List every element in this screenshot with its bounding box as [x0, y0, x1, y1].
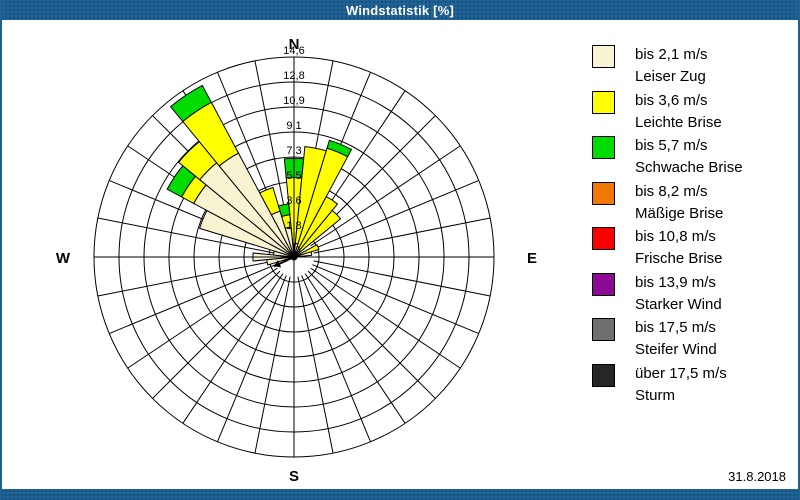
compass-label-s: S [289, 468, 299, 485]
legend-row: bis 10,8 m/s Frische Brise [592, 226, 792, 272]
wind-rose-chart: 1,8 3,6 5,5 7,3 9,1 10,9 12,8 14,6N E S W [56, 36, 537, 485]
legend-swatch-frische-brise [592, 227, 615, 250]
wind-bar-segment-schwache_brise [326, 139, 353, 158]
grid-spoke [254, 276, 291, 454]
legend-name-label: Schwache Brise [635, 159, 743, 176]
legend-swatch-steifer-wind [592, 318, 615, 341]
grid-spoke [313, 217, 491, 254]
legend-speed-label: über 17,5 m/s [635, 364, 727, 382]
ring-label: 3,6 [286, 195, 301, 207]
legend-speed-label: bis 8,2 m/s [635, 182, 708, 200]
grid-spoke [109, 264, 276, 334]
legend-name-label: Leichte Brise [635, 113, 722, 131]
center-dot [290, 253, 298, 261]
ring-label: 12,8 [283, 70, 304, 82]
legend-swatch-leiser-zug [592, 45, 615, 68]
legend-row: bis 8,2 m/s Mäßige Brise [592, 181, 792, 227]
grid-spoke [313, 260, 491, 297]
legend-row: bis 17,5 m/s Steifer Wind [592, 317, 792, 363]
wind-bar-segment-leiser_zug [293, 251, 313, 258]
legend-swatch-maessige-brise [592, 181, 615, 205]
compass-label-w: W [56, 250, 71, 267]
wind-bar-segment-schwache_brise [169, 84, 213, 123]
center-arrow-head [274, 260, 282, 268]
ring-label: 1,8 [286, 220, 301, 232]
legend-speed-label: bis 10,8 m/s [635, 228, 716, 245]
legend: bis 2,1 m/s Leiser Zug bis 3,6 m/s Leich… [592, 44, 792, 408]
legend-row: bis 5,7 m/s Schwache Brise [592, 135, 792, 181]
legend-speed-label: bis 2,1 m/s [635, 46, 708, 63]
grid-spoke [310, 267, 461, 369]
legend-speed-label: bis 13,9 m/s [635, 273, 716, 291]
grid-spoke [217, 275, 287, 442]
grid-spoke [97, 217, 275, 254]
legend-name-label: Mäßige Brise [635, 204, 724, 222]
legend-swatch-schwache-brise [592, 136, 615, 159]
grid-spoke [307, 270, 436, 399]
legend-speed-label: bis 5,7 m/s [635, 137, 708, 154]
grid-spoke [304, 273, 406, 424]
ring-label: 5,5 [286, 170, 301, 182]
legend-row: bis 13,9 m/s Starker Wind [592, 272, 792, 318]
date-label: 31.8.2018 [728, 469, 786, 484]
legend-row: über 17,5 m/s Sturm [592, 363, 792, 409]
legend-row: bis 3,6 m/s Leichte Brise [592, 90, 792, 136]
legend-swatch-starker-wind [592, 272, 615, 296]
grid-spoke [97, 260, 275, 297]
compass-label-n: N [289, 36, 300, 53]
bottom-bar [2, 489, 798, 500]
grid-spoke [301, 275, 371, 442]
ring-label: 10,9 [283, 95, 304, 107]
ring-label: 14,6 [283, 45, 304, 57]
wind-bar-segment-schwache_brise [277, 203, 291, 217]
grid-spoke [297, 276, 334, 454]
window-title: Windstatistik [%] [345, 2, 454, 18]
legend-name-label: Sturm [635, 386, 676, 404]
wind-bar-segment-leichte_brise [298, 209, 342, 253]
legend-name-label: Frische Brise [635, 250, 723, 267]
grid-spoke [182, 273, 284, 424]
grid-spoke [310, 145, 461, 247]
ring-label: 7,3 [286, 145, 301, 157]
legend-swatch-leichte-brise [592, 90, 615, 114]
ring-label: 9,1 [286, 120, 301, 132]
legend-row: bis 2,1 m/s Leiser Zug [592, 44, 792, 90]
grid-spoke [312, 264, 479, 334]
legend-speed-label: bis 3,6 m/s [635, 91, 708, 109]
legend-name-label: Starker Wind [635, 295, 722, 313]
legend-name-label: Steifer Wind [635, 341, 717, 358]
compass-label-e: E [527, 250, 537, 267]
legend-swatch-sturm [592, 363, 615, 387]
legend-speed-label: bis 17,5 m/s [635, 319, 716, 336]
title-bar: Windstatistik [%] [2, 0, 798, 20]
grid-spoke [312, 180, 479, 250]
legend-name-label: Leiser Zug [635, 68, 706, 85]
grid-spoke [152, 270, 281, 399]
grid-spoke [127, 267, 278, 369]
